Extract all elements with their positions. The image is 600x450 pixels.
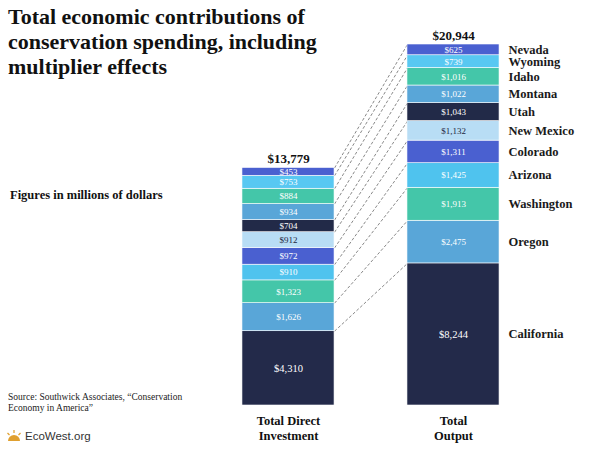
svg-text:Montana: Montana — [509, 87, 558, 101]
svg-text:$625: $625 — [445, 45, 464, 55]
svg-text:$1,626: $1,626 — [276, 312, 301, 322]
svg-text:Arizona: Arizona — [509, 168, 553, 182]
svg-text:$1,323: $1,323 — [276, 287, 301, 297]
html-text:Total economic contributions o: Total economic contributions of conserva… — [8, 4, 317, 79]
svg-text:$20,944: $20,944 — [432, 28, 475, 43]
svg-text:$753: $753 — [280, 177, 299, 187]
svg-text:$739: $739 — [445, 57, 464, 67]
svg-text:Nevada: Nevada — [509, 43, 550, 57]
svg-text:Wyoming: Wyoming — [508, 54, 561, 69]
svg-text:$4,310: $4,310 — [274, 363, 303, 374]
svg-text:California: California — [509, 327, 565, 341]
svg-text:$884: $884 — [280, 191, 299, 201]
svg-text:$912: $912 — [280, 235, 298, 245]
svg-text:TotalOutput: TotalOutput — [434, 414, 474, 443]
svg-text:$1,043: $1,043 — [441, 107, 466, 117]
svg-text:$704: $704 — [280, 221, 299, 231]
svg-text:Total DirectInvestment: Total DirectInvestment — [257, 414, 321, 443]
svg-text:Colorado: Colorado — [509, 145, 559, 159]
svg-text:Washington: Washington — [509, 197, 573, 211]
svg-text:Utah: Utah — [509, 105, 535, 119]
svg-text:$934: $934 — [280, 207, 299, 217]
svg-text:$2,475: $2,475 — [441, 237, 466, 247]
html-text:Figures in millions of dollars: Figures in millions of dollars — [10, 188, 163, 202]
svg-text:Idaho: Idaho — [509, 70, 540, 84]
html-text:Source: Southwick Associates,: Source: Southwick Associates, “Conservat… — [8, 392, 183, 413]
svg-text:$1,425: $1,425 — [441, 170, 466, 180]
svg-text:$1,913: $1,913 — [441, 199, 466, 209]
svg-text:$1,022: $1,022 — [441, 89, 466, 99]
svg-text:$910: $910 — [280, 267, 299, 277]
svg-text:$1,311: $1,311 — [441, 147, 465, 157]
svg-text:$972: $972 — [280, 251, 298, 261]
svg-text:$1,132: $1,132 — [441, 126, 466, 136]
svg-text:$1,016: $1,016 — [441, 72, 466, 82]
html-text:EcoWest.org: EcoWest.org — [25, 430, 91, 442]
svg-text:Oregon: Oregon — [509, 235, 549, 249]
svg-text:$13,779: $13,779 — [267, 151, 310, 166]
svg-text:New Mexico: New Mexico — [509, 124, 575, 138]
svg-text:$453: $453 — [280, 167, 299, 177]
svg-text:$8,244: $8,244 — [439, 329, 469, 340]
